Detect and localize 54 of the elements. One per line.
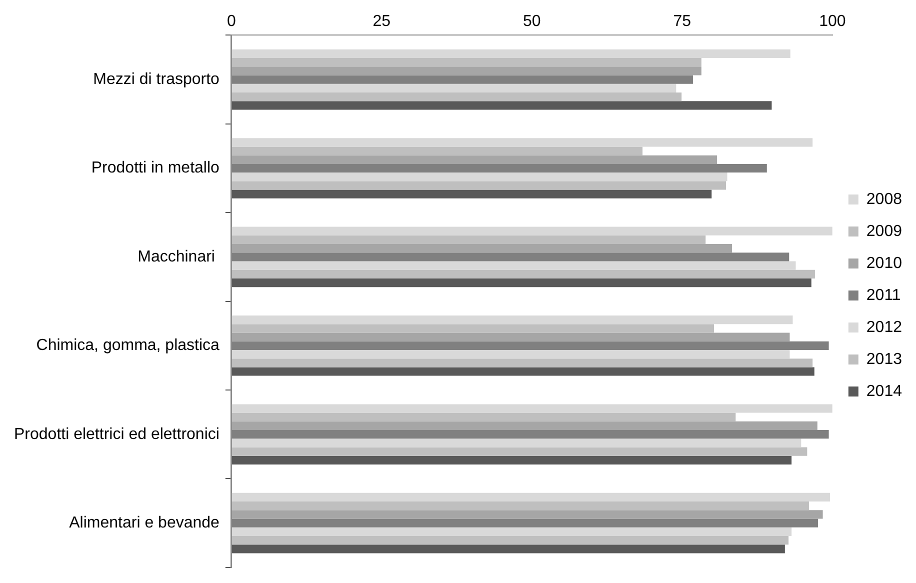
bar <box>232 412 736 422</box>
legend-label: 2011 <box>866 286 901 304</box>
bar <box>232 527 792 536</box>
bar <box>232 447 808 456</box>
bar <box>232 536 789 545</box>
bar <box>232 438 802 448</box>
bar <box>232 421 818 430</box>
bar <box>232 492 830 502</box>
bar <box>232 244 732 253</box>
bar <box>232 367 814 376</box>
bar <box>232 324 714 333</box>
y-tick-label: Prodotti in metallo <box>91 160 220 177</box>
legend-label: 2009 <box>866 222 902 240</box>
x-tick-label: 25 <box>372 13 391 30</box>
bar <box>232 502 809 510</box>
bar <box>232 456 792 465</box>
bar <box>232 146 642 156</box>
legend-label: 2010 <box>866 254 902 272</box>
legend-label: 2014 <box>866 382 902 400</box>
bar <box>232 315 793 324</box>
bar <box>232 226 832 236</box>
bar <box>232 155 718 164</box>
y-tick-label: Mezzi di trasporto <box>93 70 220 88</box>
bar <box>232 544 785 554</box>
x-tick-label: 100 <box>819 13 846 30</box>
y-tick-label: Alimentari e bevande <box>69 514 220 532</box>
bar <box>232 350 790 359</box>
bar <box>232 84 676 92</box>
bar <box>232 510 823 519</box>
bar <box>232 101 772 110</box>
bar <box>232 58 702 67</box>
bar <box>232 49 790 58</box>
legend-label: 2012 <box>866 318 902 336</box>
x-tick-label: 50 <box>523 13 541 30</box>
y-tick-label: Prodotti elettrici ed elettronici <box>14 426 220 443</box>
y-tick-label: Macchinari <box>138 248 220 266</box>
x-tick-label: 0 <box>226 13 236 30</box>
bar <box>232 278 812 288</box>
y-tick-label: Chimica, gomma, plastica <box>36 337 220 354</box>
x-tick-label: 75 <box>673 13 692 30</box>
bar <box>232 138 813 147</box>
bar <box>232 92 682 102</box>
bar <box>232 181 726 190</box>
bar <box>232 235 706 244</box>
legend-label: 2013 <box>866 350 902 368</box>
bar <box>232 261 796 270</box>
bar <box>232 190 712 198</box>
legend-label: 2008 <box>866 190 902 208</box>
bar <box>232 270 815 278</box>
bar <box>232 66 702 76</box>
bar <box>232 172 728 182</box>
bar <box>232 404 832 413</box>
bar <box>232 358 813 368</box>
bar <box>232 332 790 342</box>
